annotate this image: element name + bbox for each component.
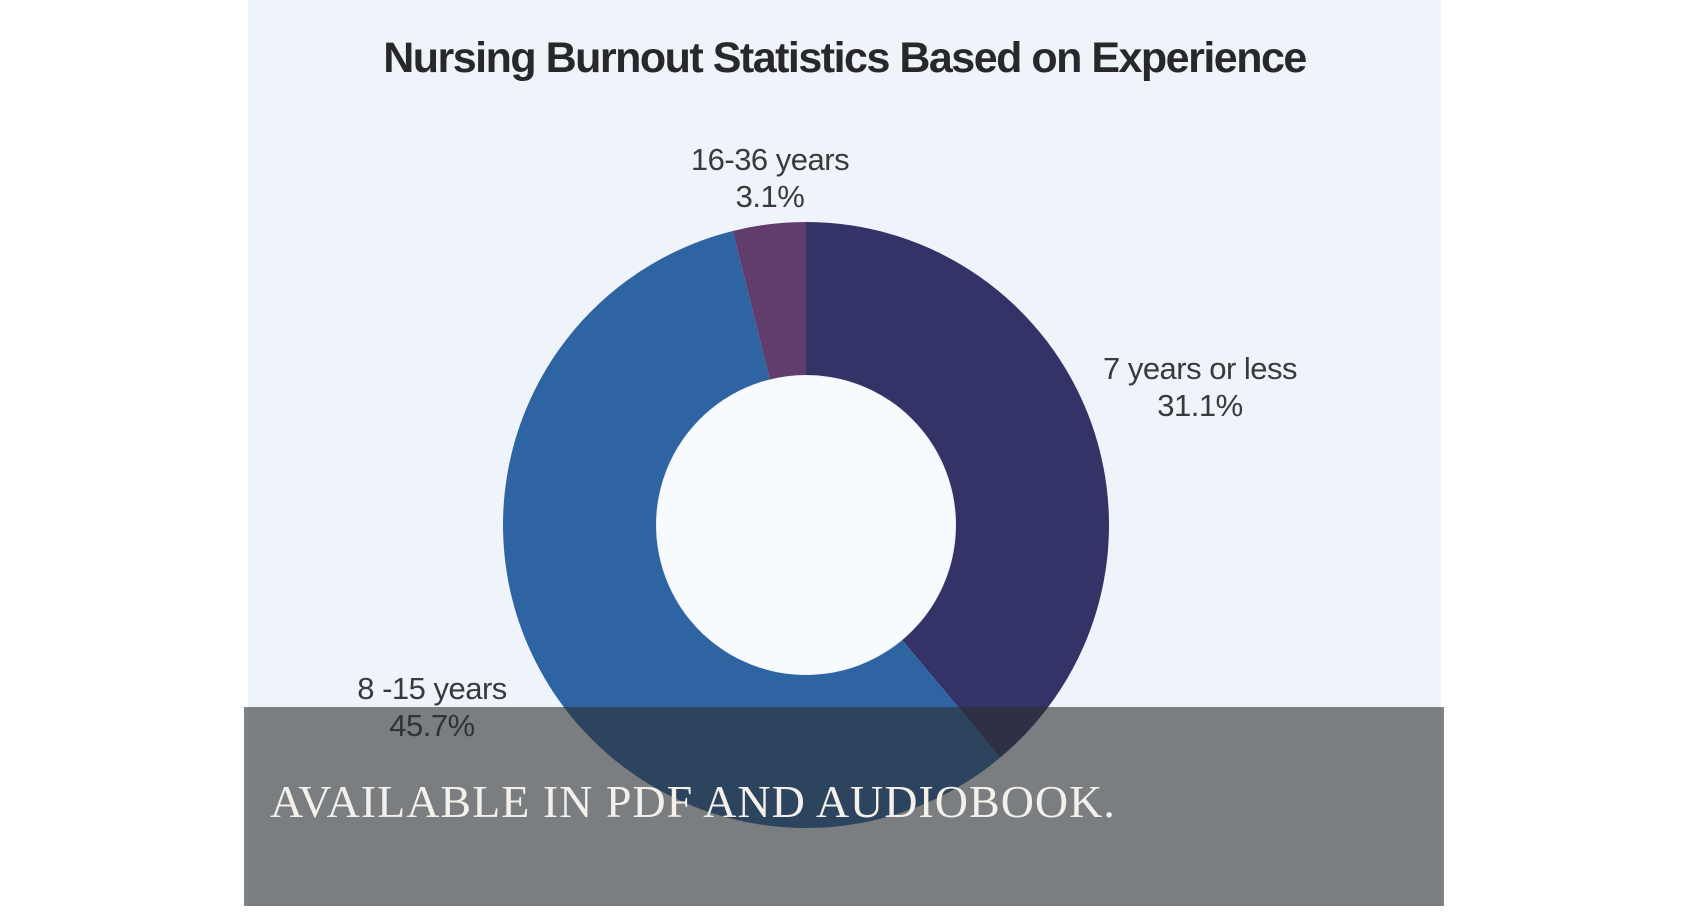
- slice-label-value: 31.1%: [1157, 388, 1243, 423]
- donut-hole: [657, 376, 955, 674]
- slice-label-name: 8 -15 years: [357, 671, 507, 706]
- overlay-banner: AVAILABLE IN PDF AND AUDIOBOOK.: [244, 707, 1444, 906]
- slice-label-name: 7 years or less: [1102, 351, 1298, 386]
- overlay-banner-text: AVAILABLE IN PDF AND AUDIOBOOK.: [270, 776, 1116, 827]
- donut-chart: [503, 222, 1110, 828]
- chart-title: Nursing Burnout Statistics Based on Expe…: [383, 34, 1307, 82]
- donut-slice-0: [806, 222, 1110, 758]
- donut-slice-1: [503, 230, 1001, 828]
- donut-slice-2: [732, 222, 806, 380]
- slice-label-value: 3.1%: [735, 179, 805, 214]
- slice-label-7-years-or-less: 7 years or less 31.1%: [1102, 350, 1298, 424]
- slice-label-16-36-years: 16-36 years 3.1%: [690, 141, 850, 215]
- slice-label-name: 16-36 years: [690, 142, 850, 177]
